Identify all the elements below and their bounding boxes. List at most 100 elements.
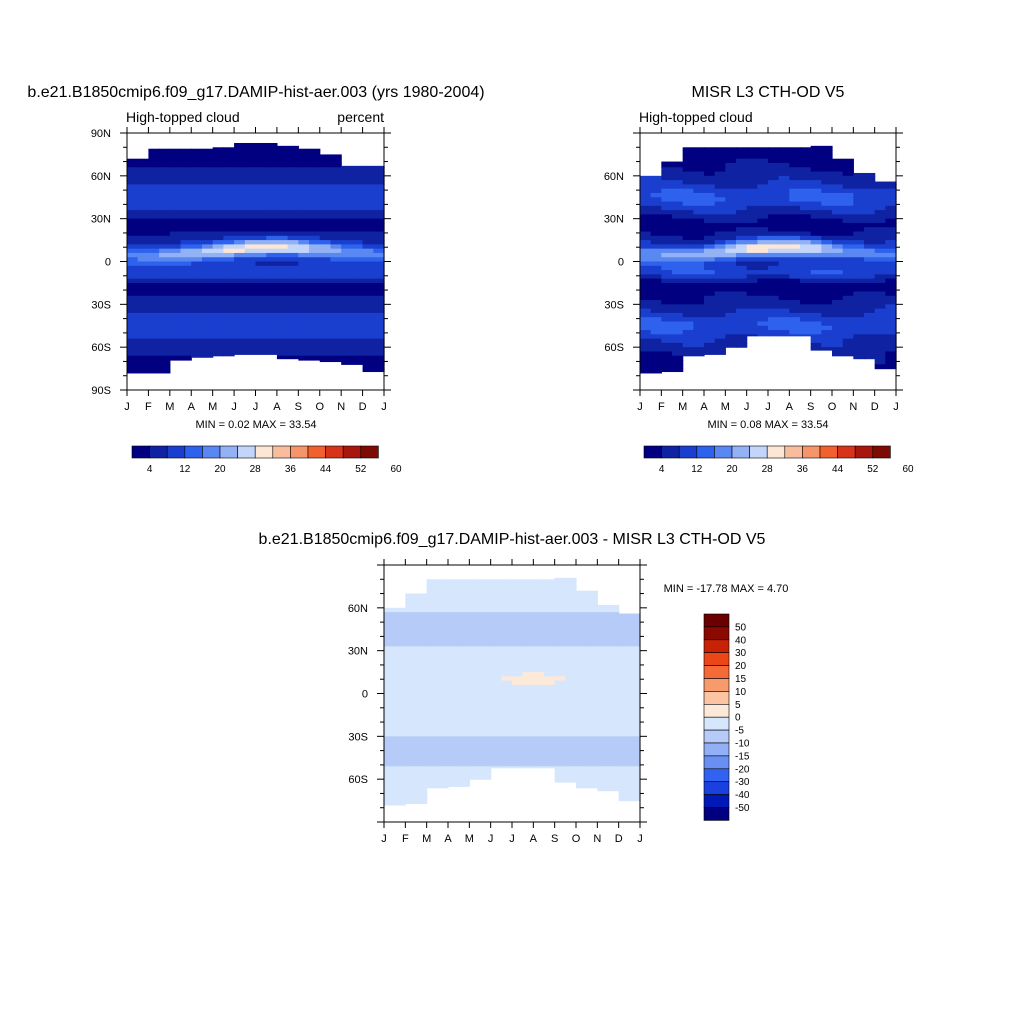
field-cell	[223, 218, 235, 224]
field-cell	[309, 205, 321, 211]
field-cell	[714, 317, 726, 323]
field-cell	[480, 646, 492, 652]
field-cell	[714, 218, 726, 224]
field-cell	[693, 244, 705, 250]
field-cell	[127, 334, 139, 340]
field-cell	[672, 360, 684, 365]
field-cell	[800, 240, 812, 245]
field-cell	[351, 184, 364, 190]
field-cell	[416, 792, 428, 797]
field-cell	[448, 646, 460, 652]
field-cell	[169, 167, 182, 173]
field-cell	[287, 334, 299, 340]
field-cell	[533, 642, 545, 647]
field-cell	[874, 360, 886, 365]
field-cell	[832, 317, 844, 323]
field-cell	[554, 740, 566, 746]
field-cell	[309, 222, 321, 228]
field-cell	[362, 235, 374, 241]
field-cell	[810, 158, 822, 164]
field-cell	[789, 304, 801, 310]
field-cell	[512, 650, 524, 656]
field-cell	[448, 680, 460, 686]
colorbar-box	[360, 445, 379, 459]
field-cell	[362, 270, 374, 275]
field-cell	[137, 180, 150, 185]
field-cell	[373, 210, 385, 215]
field-cell	[629, 659, 641, 665]
field-cell	[234, 248, 246, 254]
field-cell	[714, 248, 726, 254]
field-cell	[597, 706, 609, 712]
field-cell	[362, 364, 374, 370]
field-cell	[309, 210, 321, 215]
field-cell	[330, 171, 342, 177]
field-cell	[853, 240, 865, 245]
field-cell	[234, 158, 246, 164]
field-cell	[586, 624, 598, 630]
field-cell	[661, 192, 673, 198]
field-cell	[618, 693, 630, 699]
field-cell	[330, 295, 342, 301]
field-cell	[426, 702, 438, 707]
field-cell	[148, 167, 160, 173]
panel-obs-subtitle-left: High-topped cloud	[639, 109, 753, 125]
field-cell	[544, 637, 556, 643]
field-cell	[725, 205, 737, 211]
field-cell	[736, 248, 748, 254]
field-cell	[736, 304, 748, 310]
field-cell	[789, 235, 801, 241]
field-cell	[864, 282, 876, 288]
field-cell	[137, 222, 150, 228]
field-cell	[426, 744, 438, 750]
field-cell	[650, 355, 662, 361]
field-cell	[394, 723, 406, 729]
field-cell	[244, 231, 257, 237]
field-cell	[544, 642, 556, 647]
field-cell	[629, 620, 641, 626]
field-cell	[800, 334, 812, 337]
field-cell	[437, 663, 449, 669]
field-cell	[672, 287, 684, 293]
field-cell	[576, 603, 588, 609]
field-cell	[137, 210, 150, 215]
field-cell	[736, 252, 748, 258]
field-cell	[490, 629, 502, 635]
field-cell	[362, 252, 374, 258]
field-cell	[501, 586, 513, 592]
field-cell	[597, 633, 609, 639]
field-cell	[490, 659, 502, 665]
field-cell	[544, 732, 556, 737]
field-cell	[223, 317, 235, 323]
field-cell	[533, 650, 545, 656]
field-cell	[618, 757, 630, 763]
field-cell	[201, 162, 214, 168]
field-cell	[223, 227, 235, 233]
field-cell	[351, 175, 364, 181]
field-cell	[384, 659, 396, 665]
field-cell	[266, 218, 278, 224]
field-cell	[736, 338, 748, 344]
field-cell	[832, 248, 844, 254]
field-cell	[394, 697, 406, 703]
field-cell	[810, 347, 822, 351]
field-cell	[736, 312, 748, 318]
field-cell	[693, 197, 705, 203]
field-cell	[789, 248, 801, 254]
field-cell	[169, 304, 182, 310]
field-cell	[191, 150, 203, 156]
field-cell	[800, 317, 812, 323]
field-cell	[309, 338, 321, 344]
field-cell	[159, 227, 171, 233]
field-cell	[169, 205, 182, 211]
field-cell	[373, 334, 385, 340]
field-cell	[234, 270, 246, 275]
field-cell	[640, 180, 652, 185]
field-cell	[650, 304, 662, 310]
field-cell	[661, 265, 673, 271]
field-cell	[127, 351, 139, 357]
field-cell	[693, 282, 705, 288]
colorbar-tick-label: 36	[285, 464, 297, 475]
field-cell	[480, 770, 492, 776]
